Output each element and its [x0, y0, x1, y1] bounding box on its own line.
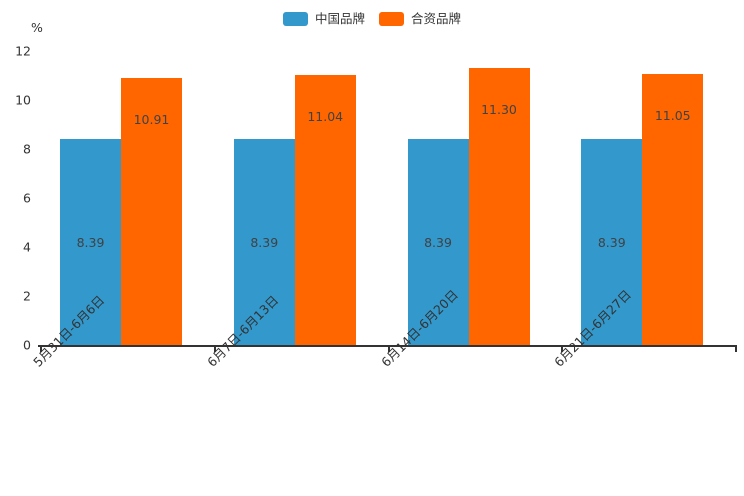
bar-value-label: 8.39 [597, 235, 626, 251]
bar-value-label: 8.39 [76, 235, 105, 251]
x-axis-tick [40, 345, 42, 352]
bar-china-brand[interactable]: 8.39 [233, 139, 295, 345]
y-axis-tick-label: 6 [23, 190, 31, 206]
bar-group: 8.39 11.05 [581, 51, 704, 345]
x-axis-tick [213, 345, 216, 352]
bar-group: 8.39 10.91 [60, 51, 182, 345]
y-axis-tick-label: 4 [23, 239, 31, 255]
bar-value-label: 8.39 [424, 235, 452, 251]
x-axis-tick [387, 345, 390, 352]
y-axis-tick-label: 10 [15, 92, 31, 108]
legend-item-label: 中国品牌 [314, 10, 365, 26]
bar-group: 8.39 11.30 [407, 51, 530, 345]
x-axis-line [38, 345, 735, 347]
bar-value-label: 11.04 [307, 108, 344, 124]
bar-group: 8.39 11.04 [233, 51, 356, 345]
legend-swatch-icon [379, 12, 404, 26]
bar-china-brand[interactable]: 8.39 [407, 139, 469, 345]
legend-item-0[interactable]: 中国品牌 [282, 10, 365, 26]
chart-legend: 中国品牌 合资品牌 [0, 12, 744, 26]
y-axis-tick-label: 12 [15, 43, 31, 59]
y-axis-tick-label: 8 [23, 141, 31, 157]
bar-joint-venture-brand[interactable]: 11.04 [294, 74, 356, 345]
y-axis-tick-label: 2 [23, 288, 31, 304]
legend-item-1[interactable]: 合资品牌 [379, 12, 461, 26]
bar-value-label: 10.91 [133, 111, 170, 127]
y-axis-unit-label: % [31, 20, 43, 35]
legend-swatch-icon [282, 12, 308, 26]
bar-value-label: 8.39 [250, 235, 279, 251]
bar-joint-venture-brand[interactable]: 11.30 [468, 68, 530, 345]
bar-china-brand[interactable]: 8.39 [60, 139, 121, 345]
bar-value-label: 11.05 [654, 108, 691, 124]
bar-joint-venture-brand[interactable]: 11.05 [642, 74, 704, 345]
bar-joint-venture-brand[interactable]: 10.91 [121, 77, 182, 345]
bar-china-brand[interactable]: 8.39 [581, 139, 643, 345]
x-axis-tick [735, 345, 737, 352]
plot-area: 0 2 4 6 8 10 12 8.39 10.91 8.39 11.04 8.39 11.30 8.3… [15, 44, 735, 353]
x-axis-tick [561, 345, 564, 352]
y-axis-tick-label: 0 [23, 337, 31, 353]
bar-groups: 8.39 10.91 8.39 11.04 8.39 11.30 8.39 11.05 [40, 51, 735, 345]
legend-item-label: 合资品牌 [411, 10, 462, 26]
bar-value-label: 11.30 [481, 102, 517, 118]
